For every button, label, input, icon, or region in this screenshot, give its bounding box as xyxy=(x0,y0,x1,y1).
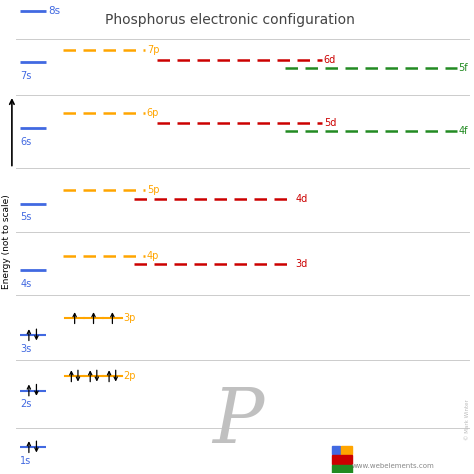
Text: www.webelements.com: www.webelements.com xyxy=(352,463,435,469)
Text: 6s: 6s xyxy=(20,137,32,147)
Text: 3d: 3d xyxy=(295,259,308,269)
Text: 5p: 5p xyxy=(147,185,159,195)
Text: 2s: 2s xyxy=(20,399,32,409)
Text: © Mark Winter: © Mark Winter xyxy=(465,400,470,440)
Text: Energy (not to scale): Energy (not to scale) xyxy=(2,194,11,289)
Text: 8s: 8s xyxy=(48,6,60,16)
Text: 5s: 5s xyxy=(20,212,32,222)
Text: 7p: 7p xyxy=(147,46,159,55)
Text: 4s: 4s xyxy=(20,279,32,289)
Text: P: P xyxy=(212,385,263,459)
Text: 6p: 6p xyxy=(147,108,159,118)
Text: 5f: 5f xyxy=(458,63,468,73)
Text: 3s: 3s xyxy=(20,344,32,354)
Bar xyxy=(332,456,352,464)
Text: 4p: 4p xyxy=(147,251,159,261)
Bar xyxy=(341,446,352,454)
Text: Phosphorus electronic configuration: Phosphorus electronic configuration xyxy=(105,12,355,27)
Text: 2p: 2p xyxy=(123,372,136,382)
Text: 5d: 5d xyxy=(324,118,336,128)
Bar xyxy=(332,465,352,474)
Text: 7s: 7s xyxy=(20,71,32,81)
Text: 1s: 1s xyxy=(20,456,32,466)
Bar xyxy=(332,446,340,454)
Text: 6d: 6d xyxy=(324,55,336,65)
Text: 4f: 4f xyxy=(458,126,468,136)
Text: 4d: 4d xyxy=(295,194,308,204)
Text: 3p: 3p xyxy=(123,313,136,323)
